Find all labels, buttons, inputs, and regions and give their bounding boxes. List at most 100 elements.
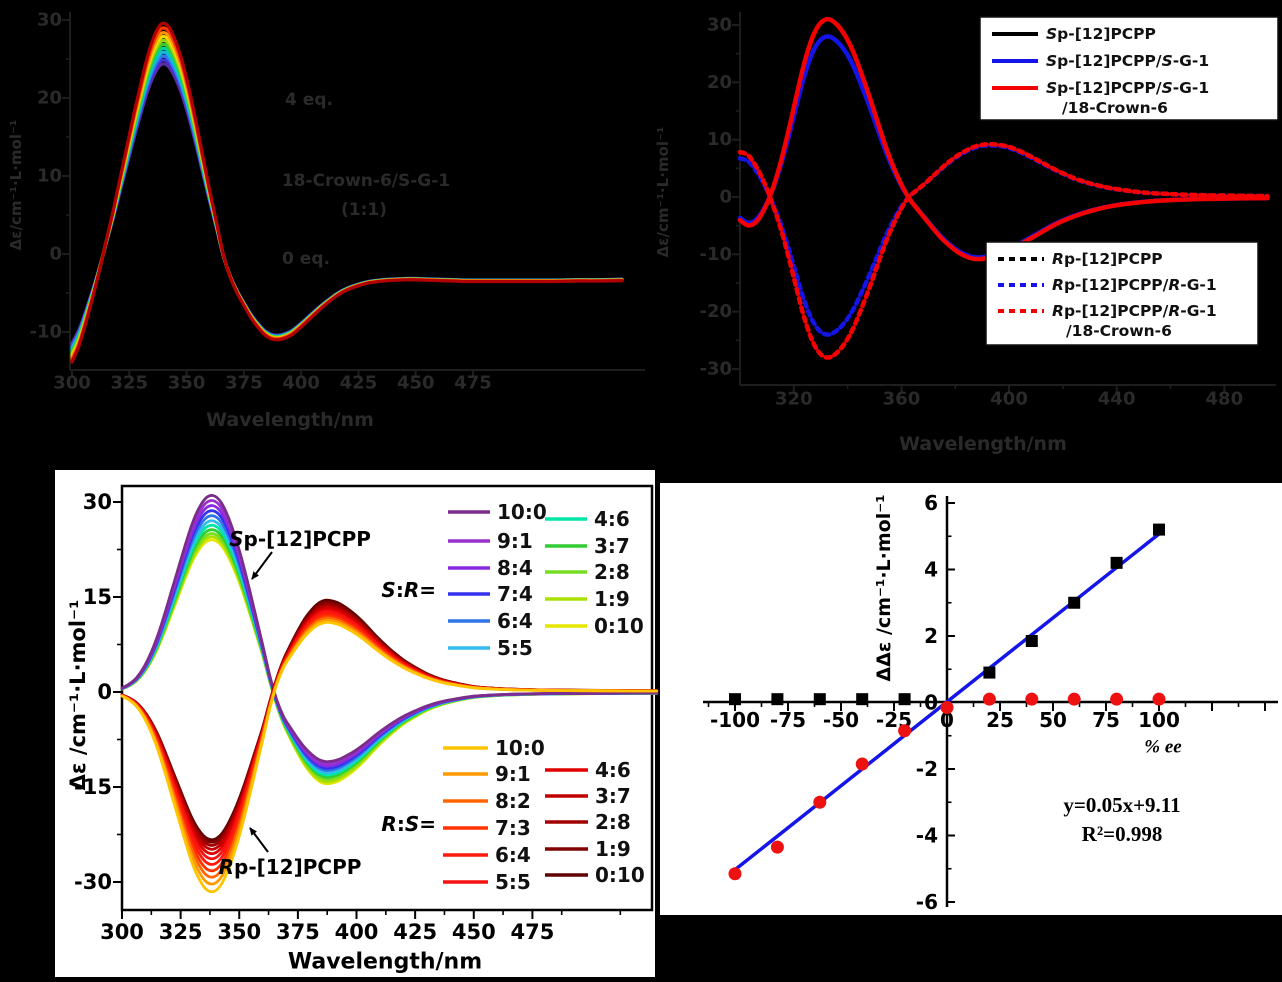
x-tick-label: 25: [986, 708, 1014, 732]
legend-label: Rp-[12]PCPP/R-G-1: [1052, 276, 1217, 294]
data-point-square: [1110, 556, 1123, 569]
x-tick-label: 320: [775, 389, 813, 410]
y-axis-title: Δε /cm⁻¹·L·mol⁻¹: [66, 600, 90, 791]
legend-c-3: 4:63:72:8 1:90:10: [545, 758, 645, 887]
legend-label: 3:7: [594, 534, 630, 558]
legend-label: 2:8: [594, 560, 630, 584]
legend-label: 2:8: [595, 810, 631, 834]
legend-label: 4:6: [595, 758, 631, 782]
y-axis-title: Δε/cm⁻¹·L·mol⁻¹: [7, 120, 25, 251]
legend-label: 5:5: [497, 636, 533, 660]
annotation-0-eq: 0 eq.: [282, 249, 330, 269]
data-point-circle: [898, 724, 912, 738]
y-tick-label: 0: [719, 187, 732, 208]
y-tick-label: 0: [97, 680, 112, 704]
legend-b-0: Sp-[12]PCPP Sp-[12]PCPP/S-G-1 Sp-[12]PCPP/…: [979, 16, 1279, 121]
data-point-circle: [1025, 692, 1039, 706]
series-titration-07: [70, 38, 624, 356]
annotation-r-0-998: R²=0.998: [1082, 822, 1163, 846]
y-tick-label: 15: [83, 585, 112, 609]
legend-label: 9:1: [495, 762, 531, 786]
y-tick-label: -30: [699, 359, 732, 380]
chart-c: 300 325 350 375 400 425 450 475 30 15 0 -15 -30 Wavel…: [55, 470, 659, 977]
x-tick-label: 480: [1206, 389, 1244, 410]
legend-label: Sp-[12]PCPP: [1046, 25, 1156, 43]
data-point-circle: [855, 757, 869, 771]
annotation-4-eq: 4 eq.: [285, 90, 333, 110]
x-tick-label: -100: [710, 708, 760, 732]
y-tick-label: -10: [29, 322, 62, 343]
y-tick-label: -2: [916, 757, 938, 781]
legend-label: 10:0: [495, 736, 545, 760]
legend-label: 9:1: [497, 529, 533, 553]
data-point-circle: [1067, 692, 1081, 706]
series-titration-08: [70, 34, 624, 358]
y-tick-label: 0: [924, 691, 938, 715]
data-point-square: [813, 693, 826, 706]
legend-label: 5:5: [495, 870, 531, 894]
y-tick-label: 30: [83, 490, 112, 514]
legend-label: 6:4: [497, 609, 533, 633]
legend-b-1: Rp-[12]PCPP Rp-[12]PCPP/R-G-1 Rp-[12]PCPP/…: [985, 241, 1259, 346]
legend-label: Sp-[12]PCPP/S-G-1: [1046, 79, 1209, 97]
y-tick-label: -6: [916, 890, 938, 914]
x-tick-label: 450: [452, 920, 496, 944]
x-tick-label: 0: [940, 708, 954, 732]
y-axis-title: ΔΔε /cm⁻¹·L·mol⁻¹: [873, 494, 895, 681]
legend-label: Rp-[12]PCPP: [1052, 250, 1163, 268]
x-axis-title: Wavelength/nm: [288, 950, 482, 975]
y-tick-label: 10: [37, 166, 62, 187]
y-tick-label: 20: [37, 88, 62, 109]
data-point-circle: [982, 692, 996, 706]
x-tick-label: 400: [282, 373, 320, 394]
y-tick-label: 10: [707, 129, 732, 150]
panel-cd-enantiomer-comparison-chart: 320 360 400 440 480 30 20 10 0 -10 -20 -30 Wavelengt…: [650, 0, 1282, 468]
legend-label: 4:6: [594, 507, 630, 531]
x-tick-label: 375: [225, 373, 263, 394]
y-tick-label: 4: [924, 558, 938, 582]
legend-label: 10:0: [497, 500, 547, 524]
legend-label: 0:10: [595, 863, 645, 887]
x-tick-label: 100: [1138, 708, 1180, 732]
x-tick-label: 425: [393, 920, 437, 944]
annotation-arrow: [249, 827, 269, 853]
x-tick-label: 375: [276, 920, 320, 944]
annotation-y-0-05x-9-11: y=0.05x+9.11: [1063, 793, 1180, 817]
y-tick-label: -20: [699, 301, 732, 322]
panel-cd-mixing-ratio-chart: 300 325 350 375 400 425 450 475 30 15 0 -15 -30 Wavel…: [40, 468, 660, 982]
y-tick-label: -4: [916, 824, 938, 848]
legend-label: Sp-[12]PCPP/S-G-1: [1046, 52, 1209, 70]
x-tick-label: 425: [340, 373, 378, 394]
data-point-circle: [728, 867, 742, 881]
legend-label: Rp-[12]PCPP/R-G-1: [1052, 302, 1217, 320]
legend-label: 1:9: [595, 837, 631, 861]
series-sp-12-pcpp-s-g-1-18-crown-6: [737, 16, 1270, 262]
data-point-circle: [1152, 692, 1166, 706]
annotation-18-crown-6-s-g-1: 18-Crown-6/S-G-1: [282, 171, 450, 191]
data-point-square: [1068, 596, 1081, 609]
legend-label: 8:2: [495, 789, 531, 813]
x-tick-label: 50: [1039, 708, 1067, 732]
plot-frame: [120, 484, 654, 912]
x-tick-label: 440: [1098, 389, 1136, 410]
panel-cd-titration-chart: 300 325 350 375 400 425 450 475 30 20 10 0 -10 Wavele…: [0, 0, 650, 468]
x-tick-label: 350: [168, 373, 206, 394]
chart-a: 300 325 350 375 400 425 450 475 30 20 10 0 -10 Wavele…: [7, 10, 645, 431]
series-rp-12-pcpp-r-g-1-18-crown-6: [737, 142, 1270, 360]
series-r-s-10-0: [120, 620, 659, 894]
series-titration-09: [70, 31, 624, 360]
x-tick-label: 325: [159, 920, 203, 944]
y-tick-label: 6: [924, 491, 938, 515]
data-point-circle: [813, 795, 827, 809]
legend-c-2: 10:09:1 8:2 7:3 6:4 5:5: [443, 736, 545, 894]
scatter-black-squares: [729, 523, 1165, 706]
legend-label: 7:4: [497, 582, 533, 606]
chart-b: 320 360 400 440 480 30 20 10 0 -10 -20 -30 Wavelengt…: [654, 12, 1279, 455]
series-s-r-10-0: [120, 494, 659, 764]
annotation-ee: % ee: [1144, 737, 1182, 758]
data-point-square: [983, 666, 996, 679]
y-tick-label: -10: [699, 244, 732, 265]
x-axis-title: Wavelength/nm: [899, 433, 1067, 455]
plot-background: [55, 470, 655, 977]
